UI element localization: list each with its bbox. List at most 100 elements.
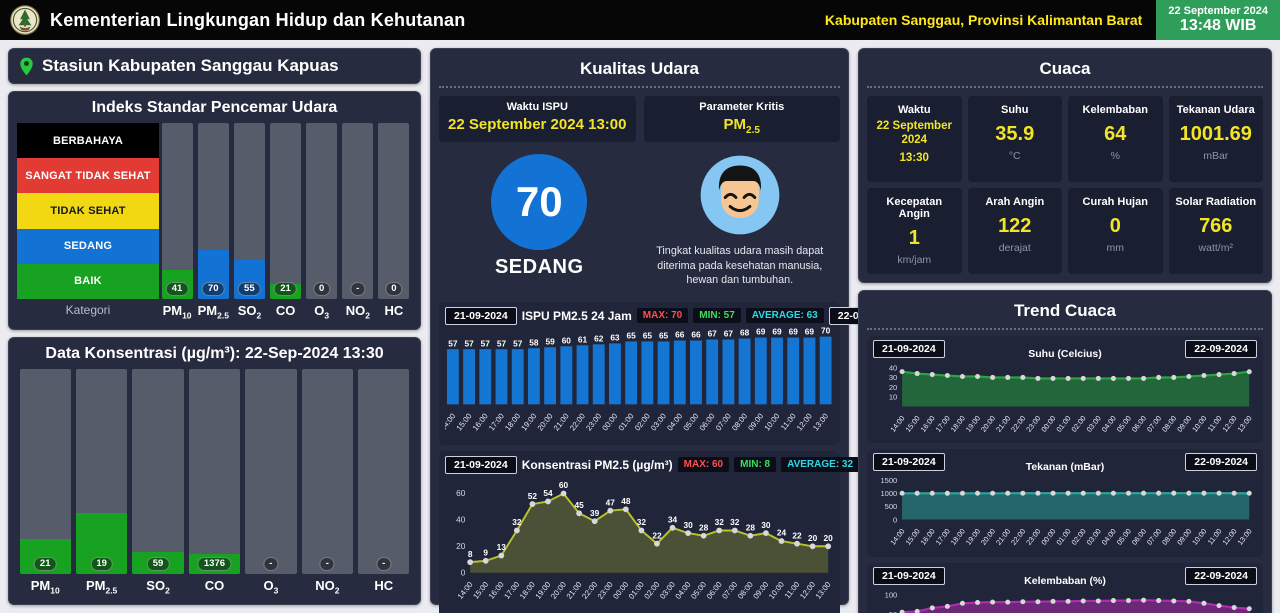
y-tick-label: 100 bbox=[885, 590, 898, 599]
data-point bbox=[1171, 374, 1177, 380]
bar bbox=[690, 340, 702, 405]
bar-value-label: 69 bbox=[772, 326, 782, 336]
x-tick-label: 19:00 bbox=[533, 580, 552, 601]
date-chip-right[interactable]: 22-09-2024 bbox=[1185, 340, 1257, 358]
bar bbox=[641, 341, 654, 405]
date-chip-right[interactable]: 22-09-2024 bbox=[1185, 453, 1257, 472]
y-tick-label: 50 bbox=[889, 610, 897, 613]
pollutant-bar-column: 0 bbox=[378, 123, 410, 299]
x-tick-label: 19:00 bbox=[964, 414, 982, 434]
x-tick-label: 01:00 bbox=[617, 411, 636, 432]
left-column: Stasiun Kabupaten Sanggau Kapuas Indeks … bbox=[8, 48, 421, 605]
trend-cuaca-panel: Trend Cuaca 21-09-2024 Suhu (Celcius) 22… bbox=[858, 290, 1272, 613]
data-point bbox=[1065, 375, 1071, 381]
x-tick-label: 14:00 bbox=[888, 527, 906, 547]
data-point bbox=[1065, 491, 1071, 497]
bar bbox=[673, 340, 686, 405]
data-point bbox=[1156, 597, 1162, 604]
point-value-label: 32 bbox=[637, 517, 647, 527]
date-chip-left[interactable]: 21-09-2024 bbox=[873, 453, 945, 472]
point-value-label: 20 bbox=[824, 533, 834, 543]
konsentrasi-panel-title: Data Konsentrasi (µg/m³): 22-Sep-2024 13… bbox=[45, 344, 384, 362]
data-point bbox=[944, 491, 950, 497]
pollutant-value-badge: 19 bbox=[90, 557, 113, 572]
data-point bbox=[929, 491, 935, 497]
ispu-info-row: Waktu ISPU 22 September 2024 13:00 Param… bbox=[439, 96, 840, 142]
pollutant-value-badge: 21 bbox=[33, 557, 57, 572]
kategori-axis-label: Kategori bbox=[65, 303, 111, 317]
cuaca-tile-label: Kecepatan Angin bbox=[886, 196, 943, 220]
datetime-box: 22 September 2024 13:48 WIB bbox=[1156, 0, 1280, 40]
data-point bbox=[1171, 491, 1177, 497]
data-point bbox=[591, 518, 598, 524]
cuaca-tile: Kelembaban 64% bbox=[1068, 96, 1163, 182]
pollutant-bar-column: 59 bbox=[132, 368, 184, 575]
data-point bbox=[1035, 375, 1041, 381]
pollutant-bar-column: 41 bbox=[161, 123, 193, 299]
date-chip-left[interactable]: 21-09-2024 bbox=[873, 566, 945, 585]
data-point bbox=[1050, 375, 1056, 381]
x-tick-label: 01:00 bbox=[1054, 527, 1072, 547]
data-point bbox=[1050, 598, 1056, 604]
x-tick-label: 12:00 bbox=[1220, 414, 1238, 434]
top-header-bar: Kementerian Lingkungan Hidup dan Kehutan… bbox=[0, 0, 1280, 40]
date-chip-right[interactable]: 22-09-2024 bbox=[1185, 566, 1257, 585]
y-tick-label: 1000 bbox=[880, 489, 897, 498]
ispu-pm25-chart-box: 21-09-2024 ISPU PM2.5 24 Jam MAX: 70 MIN… bbox=[438, 301, 901, 445]
x-tick-label: 21:00 bbox=[994, 527, 1012, 547]
data-point bbox=[763, 530, 769, 536]
date-chip-left[interactable]: 21-09-2024 bbox=[873, 340, 945, 358]
cuaca-tile-label: Arah Angin bbox=[985, 196, 1045, 208]
x-tick-label: 04:00 bbox=[665, 411, 684, 432]
cuaca-tile: Arah Angin 122 derajat bbox=[967, 188, 1062, 274]
point-value-label: 22 bbox=[652, 530, 662, 540]
data-point bbox=[899, 369, 905, 375]
line-chart-svg: 0 20 40 60 8 14:00 9 15:00 13 16:00 32 17:00 52 18:00… bbox=[456, 480, 834, 601]
x-tick-label: 13:00 bbox=[1235, 527, 1253, 547]
x-tick-label: 16:00 bbox=[471, 411, 490, 432]
date-chip-left[interactable]: 21-09-2024 bbox=[445, 306, 517, 325]
point-value-label: 39 bbox=[590, 508, 600, 518]
x-tick-label: 22:00 bbox=[1009, 414, 1027, 434]
x-tick-label: 15:00 bbox=[455, 411, 474, 432]
x-tick-label: 14:00 bbox=[445, 411, 457, 432]
bar bbox=[803, 337, 816, 405]
x-tick-label: 03:00 bbox=[1085, 414, 1103, 434]
cuaca-tile-value: 22 September 2024 bbox=[876, 120, 952, 147]
ispu-pm25-chart-header: 21-09-2024 ISPU PM2.5 24 Jam MAX: 70 MIN… bbox=[445, 306, 901, 325]
bar-value-label: 66 bbox=[675, 329, 685, 339]
pollutant-label: PM10 bbox=[30, 578, 60, 596]
konsentrasi-chart-plot: 0 20 40 60 8 14:00 9 15:00 13 16:00 32 17:00 52 18:00… bbox=[445, 474, 834, 613]
data-point bbox=[929, 372, 935, 378]
pollutant-value-badge: - bbox=[263, 557, 279, 572]
data-point bbox=[1125, 375, 1132, 381]
parameter-kritis-box: Parameter Kritis PM2.5 bbox=[643, 96, 840, 142]
ispu-chart: BERBAHAYA SANGAT TIDAK SEHAT TIDAK SEHAT SE… bbox=[17, 123, 412, 300]
data-point bbox=[638, 527, 645, 534]
bar-value-label: 57 bbox=[513, 338, 523, 348]
pollutant-label: SO2 bbox=[146, 578, 170, 596]
y-tick-label: 10 bbox=[889, 393, 897, 402]
area-fill bbox=[902, 600, 1250, 613]
pollutant-label: NO2 bbox=[315, 578, 340, 596]
x-tick-label: 08:00 bbox=[736, 580, 755, 601]
data-point bbox=[607, 507, 614, 514]
y-tick-label: 40 bbox=[889, 363, 897, 372]
bar-value-label: 65 bbox=[659, 330, 669, 340]
x-tick-label: 05:00 bbox=[1115, 414, 1133, 434]
x-tick-label: 07:00 bbox=[720, 580, 739, 601]
data-point bbox=[1125, 491, 1132, 497]
date-chip-left[interactable]: 21-09-2024 bbox=[445, 455, 517, 474]
point-value-label: 54 bbox=[543, 488, 553, 498]
data-point bbox=[944, 372, 950, 379]
data-point bbox=[1020, 374, 1026, 380]
data-point bbox=[1231, 604, 1237, 610]
bar-value-label: 65 bbox=[643, 330, 653, 340]
bar bbox=[738, 338, 751, 405]
pollutant-label: O3 bbox=[314, 303, 330, 321]
x-tick-label: 04:00 bbox=[1100, 414, 1118, 434]
data-point bbox=[990, 491, 996, 497]
konsentrasi-label-row: PM10 PM2.5 SO2 CO O3 NO2 HC bbox=[17, 578, 412, 596]
x-tick-label: 03:00 bbox=[649, 411, 668, 432]
y-tick-label: 60 bbox=[456, 489, 466, 498]
